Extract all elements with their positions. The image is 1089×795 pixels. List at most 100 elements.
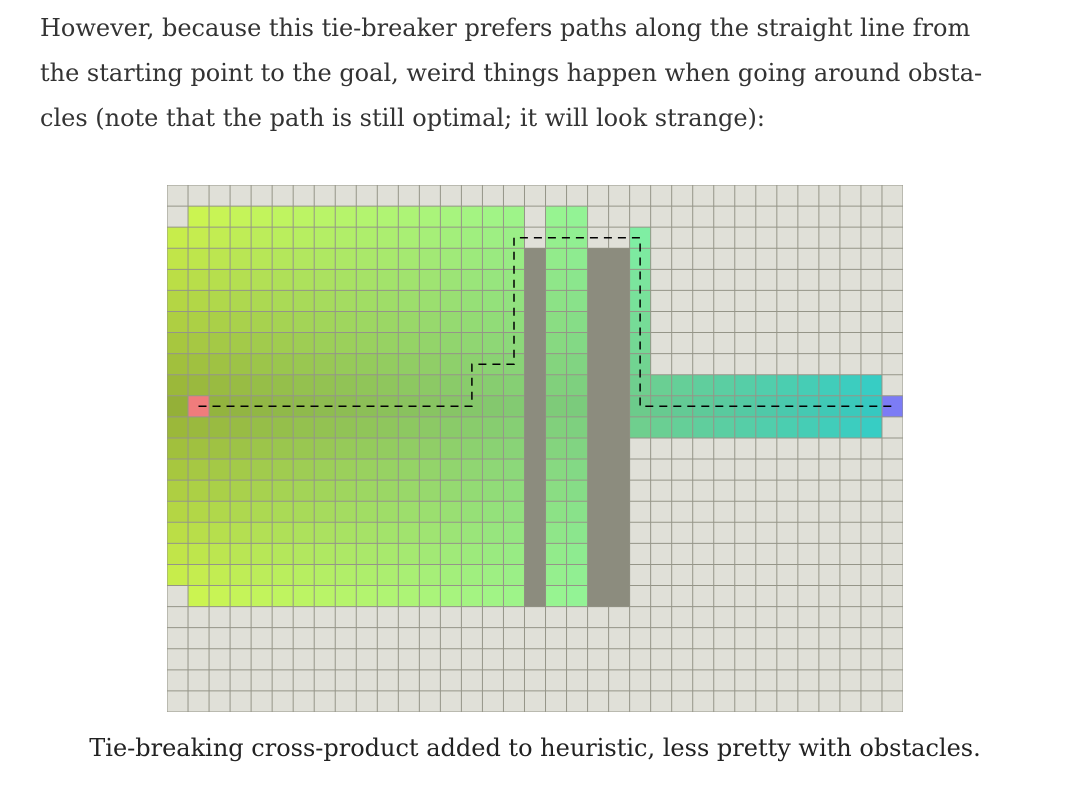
- grid-cell-empty: [671, 311, 694, 334]
- grid-cell-empty: [650, 480, 673, 502]
- grid-cell-explored: [230, 332, 252, 355]
- grid-cell-empty: [566, 648, 589, 671]
- grid-cell-explored: [839, 395, 862, 418]
- grid-cell-explored: [293, 206, 315, 228]
- grid-cell-empty: [797, 248, 820, 270]
- grid-cell-explored: [167, 459, 189, 481]
- grid-cell-empty: [713, 648, 736, 671]
- grid-cell-empty: [776, 480, 799, 502]
- grid-cell-explored: [482, 437, 504, 460]
- grid-cell-explored: [272, 501, 294, 523]
- grid-cell-explored: [545, 248, 568, 270]
- grid-cell-empty: [818, 690, 841, 712]
- grid-cell-empty: [377, 606, 399, 629]
- grid-cell-explored: [755, 395, 778, 418]
- grid-cell-explored: [566, 543, 589, 565]
- grid-cell-empty: [587, 690, 610, 712]
- grid-cell-empty: [503, 185, 525, 207]
- grid-cell-empty: [650, 290, 673, 312]
- grid-cell-explored: [188, 543, 210, 565]
- grid-cell-explored: [251, 353, 273, 376]
- grid-cell-explored: [272, 374, 294, 397]
- grid-cell-explored: [377, 480, 399, 502]
- grid-cell-explored: [251, 374, 273, 397]
- grid-cell-explored: [545, 374, 568, 397]
- grid-cell-empty: [671, 606, 694, 629]
- grid-cell-empty: [440, 669, 462, 692]
- grid-cell-empty: [587, 627, 610, 650]
- grid-cell-empty: [440, 606, 462, 629]
- grid-cell-empty: [629, 627, 652, 650]
- grid-cell-explored: [293, 353, 315, 376]
- grid-cell-explored: [566, 522, 589, 544]
- grid-cell-empty: [314, 648, 336, 671]
- grid-cell-empty: [167, 648, 189, 671]
- grid-cell-explored: [503, 543, 525, 565]
- grid-cell-empty: [314, 627, 336, 650]
- grid-cell-explored: [797, 374, 820, 397]
- grid-cell-explored: [482, 311, 504, 334]
- grid-cell-empty: [629, 606, 652, 629]
- grid-cell-empty: [839, 227, 862, 249]
- grid-cell-explored: [293, 522, 315, 544]
- grid-cell-explored: [545, 416, 568, 439]
- grid-cell-empty: [482, 690, 504, 712]
- grid-cell-explored: [293, 227, 315, 249]
- grid-cell-explored: [398, 501, 420, 523]
- grid-cell-empty: [650, 690, 673, 712]
- grid-cell-empty: [650, 248, 673, 270]
- grid-cell-empty: [755, 437, 778, 460]
- grid-cell-explored: [188, 522, 210, 544]
- grid-cell-empty: [839, 437, 862, 460]
- grid-cell-empty: [650, 311, 673, 334]
- grid-cell-explored: [230, 311, 252, 334]
- grid-cell-empty: [860, 437, 883, 460]
- grid-cell-empty: [755, 585, 778, 608]
- grid-cell-empty: [545, 669, 568, 692]
- grid-cell-explored: [230, 480, 252, 502]
- grid-cell-explored: [167, 543, 189, 565]
- grid-cell-empty: [755, 459, 778, 481]
- grid-cell-empty: [734, 564, 757, 587]
- grid-cell-empty: [881, 606, 903, 629]
- grid-cell-empty: [167, 690, 189, 712]
- grid-cell-empty: [860, 311, 883, 334]
- grid-cell-explored: [545, 543, 568, 565]
- grid-cell-empty: [776, 437, 799, 460]
- grid-cell-explored: [251, 522, 273, 544]
- grid-cell-explored: [335, 585, 357, 608]
- grid-cell-empty: [545, 648, 568, 671]
- grid-cell-empty: [839, 480, 862, 502]
- grid-cell-empty: [713, 206, 736, 228]
- grid-cell-explored: [566, 290, 589, 312]
- grid-cell-explored: [398, 564, 420, 587]
- grid-cell-empty: [167, 585, 189, 608]
- grid-cell-explored: [272, 206, 294, 228]
- grid-cell-empty: [839, 269, 862, 291]
- grid-cell-explored: [188, 269, 210, 291]
- grid-cell-empty: [398, 606, 420, 629]
- grid-cell-explored: [734, 374, 757, 397]
- grid-cell-explored: [419, 332, 441, 355]
- grid-cell-empty: [293, 606, 315, 629]
- grid-cell-empty: [734, 353, 757, 376]
- grid-cell-empty: [755, 648, 778, 671]
- grid-cell-explored: [461, 416, 483, 439]
- grid-cell-empty: [713, 269, 736, 291]
- grid-cell-empty: [629, 437, 652, 460]
- grid-cell-empty: [650, 185, 673, 207]
- grid-cell-empty: [419, 690, 441, 712]
- grid-cell-explored: [545, 311, 568, 334]
- grid-cell-explored: [314, 585, 336, 608]
- grid-cell-explored: [230, 543, 252, 565]
- grid-cell-empty: [797, 627, 820, 650]
- grid-cell-explored: [482, 206, 504, 228]
- grid-cell-empty: [440, 185, 462, 207]
- grid-cell-empty: [734, 627, 757, 650]
- grid-cell-empty: [692, 627, 715, 650]
- grid-cell-empty: [860, 206, 883, 228]
- grid-cell-explored: [398, 585, 420, 608]
- grid-cell-explored: [440, 543, 462, 565]
- grid-cell-explored: [293, 332, 315, 355]
- grid-cell-empty: [818, 269, 841, 291]
